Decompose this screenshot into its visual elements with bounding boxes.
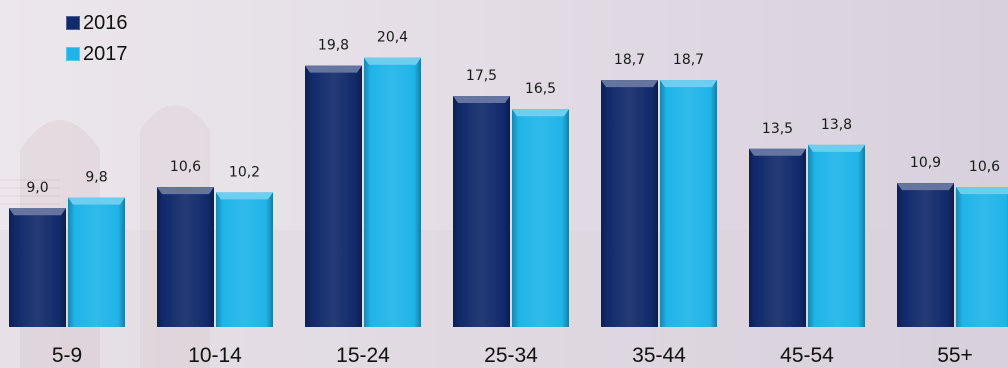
- bar-2016-45-54: [749, 148, 806, 327]
- data-label-2017-10-14: 10,2: [229, 164, 260, 180]
- bar-bevel: [68, 197, 125, 205]
- data-label-2016-55+: 10,9: [910, 155, 941, 171]
- legend: 2016 2017: [66, 10, 128, 72]
- bar-2017-45-54: [808, 144, 865, 327]
- data-label-2017-55+: 10,6: [969, 159, 1000, 175]
- bar-body: [660, 80, 717, 327]
- legend-swatch-2016: [66, 16, 80, 30]
- legend-swatch-2017: [66, 47, 80, 61]
- bar-bevel: [749, 148, 806, 156]
- bar-bevel: [305, 65, 362, 73]
- data-label-2016-25-34: 17,5: [466, 68, 497, 84]
- data-label-2016-35-44: 18,7: [614, 52, 645, 68]
- data-label-2016-15-24: 19,8: [318, 38, 349, 54]
- bar-bevel: [157, 187, 214, 195]
- bar-2016-5-9: [9, 208, 66, 327]
- data-label-2017-35-44: 18,7: [673, 52, 704, 68]
- bar-2016-25-34: [453, 96, 510, 327]
- bar-2016-15-24: [305, 65, 362, 327]
- bar-bevel: [364, 57, 421, 65]
- bar-2017-15-24: [364, 57, 421, 327]
- bar-body: [749, 148, 806, 327]
- bar-bevel: [660, 80, 717, 88]
- legend-label-2016: 2016: [83, 11, 128, 34]
- bar-2016-10-14: [157, 187, 214, 327]
- bar-bevel: [808, 144, 865, 152]
- bar-bevel: [453, 96, 510, 103]
- bar-body: [512, 109, 569, 327]
- bar-body: [305, 65, 362, 327]
- x-tick-label: 10-14: [188, 344, 242, 367]
- data-label-2016-10-14: 10,6: [170, 159, 201, 175]
- x-tick-label: 15-24: [336, 344, 390, 367]
- x-tick-label: 25-34: [484, 344, 538, 367]
- bar-body: [9, 208, 66, 327]
- x-tick-label: 5-9: [52, 344, 82, 367]
- legend-label-2017: 2017: [83, 42, 128, 65]
- bar-body: [453, 96, 510, 327]
- bar-body: [601, 80, 658, 327]
- bar-bevel: [216, 192, 273, 200]
- data-label-2017-5-9: 9,8: [85, 170, 107, 186]
- data-label-2017-25-34: 16,5: [525, 81, 556, 97]
- x-tick-label: 55+: [937, 344, 973, 367]
- x-tick-label: 45-54: [780, 344, 834, 367]
- data-label-2017-15-24: 20,4: [377, 30, 408, 46]
- bar-2017-25-34: [512, 109, 569, 327]
- bar-bevel: [897, 183, 954, 191]
- bar-2016-55+: [897, 183, 954, 327]
- bar-bevel: [601, 80, 658, 88]
- bar-2017-10-14: [216, 192, 273, 327]
- bar-body: [808, 144, 865, 327]
- data-label-2016-45-54: 13,5: [762, 121, 793, 137]
- bar-bevel: [9, 208, 66, 216]
- bar-bevel: [512, 109, 569, 117]
- bar-body: [364, 57, 421, 327]
- bar-body: [897, 183, 954, 327]
- bar-2017-35-44: [660, 80, 717, 327]
- bar-2017-55+: [956, 187, 1008, 327]
- bar-body: [157, 187, 214, 327]
- bar-body: [68, 197, 125, 327]
- bar-2016-35-44: [601, 80, 658, 327]
- data-label-2016-5-9: 9,0: [26, 180, 48, 196]
- x-tick-label: 35-44: [632, 344, 686, 367]
- bar-body: [216, 192, 273, 327]
- data-label-2017-45-54: 13,8: [821, 117, 852, 133]
- bar-2017-5-9: [68, 197, 125, 327]
- bar-bevel: [956, 187, 1008, 195]
- bar-body: [956, 187, 1008, 327]
- legend-item-2016: 2016: [66, 10, 128, 36]
- legend-item-2017: 2017: [66, 41, 128, 67]
